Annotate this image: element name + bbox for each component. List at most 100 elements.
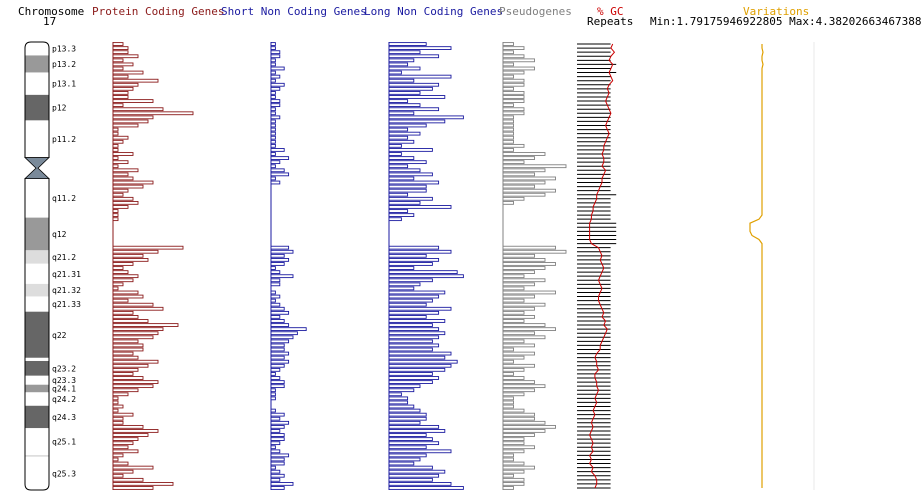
pseudogenes-bar: [502, 266, 546, 270]
protein_coding-bar: [112, 168, 139, 173]
long_noncoding-bar: [388, 184, 427, 189]
long_noncoding-bar: [388, 95, 446, 99]
long_noncoding-bar: [388, 42, 427, 46]
band-q24.1: [25, 384, 49, 393]
long_noncoding-bar: [388, 127, 409, 132]
pseudogenes-bar: [502, 310, 525, 315]
long_noncoding-bar: [388, 473, 440, 478]
protein_coding-bar: [112, 294, 144, 299]
short_noncoding-bar: [270, 139, 276, 144]
long_noncoding-bar: [388, 111, 415, 116]
short_noncoding-bar: [270, 327, 307, 332]
pseudogenes-track: [502, 42, 567, 490]
long_noncoding-bar: [388, 323, 433, 327]
p-arm-outline: [24, 41, 50, 158]
protein_coding-bar: [112, 457, 119, 462]
band-label-q12: q12: [52, 230, 67, 239]
pseudogenes-bar: [502, 396, 514, 401]
pseudogenes-bar: [502, 372, 514, 376]
band-q23.3: [25, 375, 49, 385]
protein_coding-bar: [112, 188, 129, 193]
short_noncoding-bar: [270, 412, 285, 417]
short_noncoding-bar: [270, 148, 285, 152]
long_noncoding-bar: [388, 457, 421, 462]
short_noncoding-bar: [270, 315, 281, 319]
short_noncoding-bar: [270, 111, 276, 116]
pseudogenes-bar: [502, 70, 525, 75]
pseudogenes-bar: [502, 139, 514, 144]
protein_coding-bar: [112, 274, 139, 279]
protein_coding-bar: [112, 209, 119, 213]
short_noncoding-bar: [270, 445, 276, 450]
protein_coding-bar: [112, 331, 159, 336]
long_noncoding-bar: [388, 262, 433, 266]
short_noncoding-bar: [270, 441, 281, 446]
long_noncoding-bar: [388, 315, 427, 319]
long_noncoding-bar: [388, 78, 415, 83]
pseudogenes-bar: [502, 453, 514, 458]
long_noncoding-bar: [388, 156, 415, 160]
short_noncoding-bar: [270, 172, 290, 177]
pseudogenes-bar: [502, 131, 514, 136]
protein_coding-bar: [112, 433, 149, 437]
pseudogenes-bar: [502, 103, 514, 108]
pseudogenes-bar: [502, 376, 525, 380]
pseudogenes-bar: [502, 351, 535, 356]
pseudogenes-bar: [502, 282, 535, 287]
short_noncoding-bar: [270, 78, 276, 83]
long_noncoding-bar: [388, 62, 409, 67]
variations-header: Variations: [743, 5, 809, 18]
pseudogenes-bar: [502, 274, 525, 279]
short_noncoding-bar: [270, 469, 281, 474]
pseudogenes-bar: [502, 278, 546, 283]
protein_coding-bar: [112, 196, 134, 201]
pseudogenes-bar: [502, 286, 525, 291]
pseudogenes-bar: [502, 95, 525, 99]
pseudogenes-bar: [502, 359, 514, 364]
protein_coding-bar: [112, 156, 119, 160]
short_noncoding-bar: [270, 424, 285, 429]
pseudogenes-bar: [502, 437, 525, 441]
short_noncoding-bar: [270, 392, 276, 397]
long_noncoding-bar: [388, 188, 427, 193]
protein_coding-bar: [112, 404, 124, 409]
long_noncoding-bar: [388, 453, 427, 458]
short_noncoding-bar: [270, 66, 285, 71]
long_noncoding-bar: [388, 347, 433, 352]
protein_coding-bar: [112, 298, 129, 303]
long_noncoding-bar: [388, 388, 415, 393]
short_noncoding-bar: [270, 42, 276, 46]
short_noncoding-bar: [270, 298, 276, 303]
short_noncoding-bar: [270, 176, 276, 181]
protein_coding-bar: [112, 266, 124, 270]
protein_coding-bar: [112, 461, 129, 466]
protein_coding-bar: [112, 78, 159, 83]
feature-tracks: [112, 42, 815, 490]
short_noncoding-bar: [270, 82, 285, 87]
protein_coding-bar: [112, 416, 124, 421]
long_noncoding-bar: [388, 278, 433, 283]
pseudogenes-bar: [502, 66, 535, 71]
pseudogenes-bar: [502, 331, 535, 336]
long_noncoding-bar: [388, 433, 427, 437]
protein_coding-bar: [112, 152, 134, 156]
short_noncoding-track: [270, 42, 307, 490]
long-noncoding-header: Long Non Coding Genes: [364, 5, 503, 18]
long_noncoding-bar: [388, 380, 433, 384]
band-q24.2: [25, 392, 49, 406]
pseudogenes-bar: [502, 196, 525, 201]
protein_coding-bar: [112, 278, 134, 283]
pseudogenes-bar: [502, 461, 525, 466]
pseudogenes-bar: [502, 107, 525, 112]
short_noncoding-bar: [270, 258, 290, 262]
long_noncoding-bar: [388, 404, 415, 409]
band-q22: [25, 311, 49, 358]
protein_coding-bar: [112, 339, 139, 344]
short-noncoding-header: Short Non Coding Genes: [221, 5, 367, 18]
pseudogenes-bar: [502, 327, 556, 332]
short_noncoding-bar: [270, 164, 276, 169]
protein_coding-bar: [112, 95, 129, 99]
chromosome-label: Chromosome: [18, 5, 84, 18]
protein_coding-bar: [112, 172, 129, 177]
